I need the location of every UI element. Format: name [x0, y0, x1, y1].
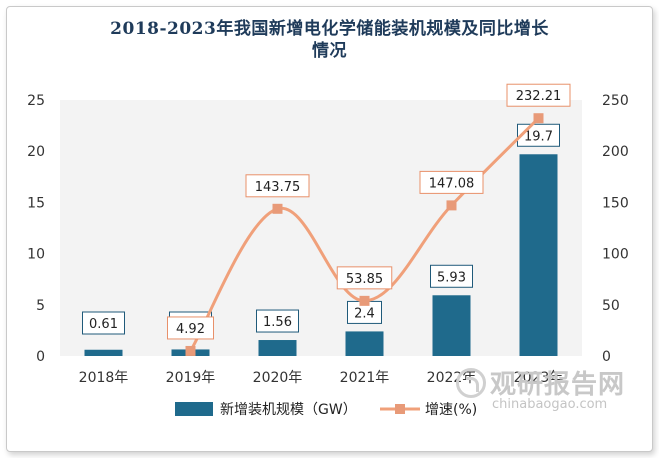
- chart-title: 2018-2023年我国新增电化学储能装机规模及同比增长: [110, 19, 549, 39]
- line-marker: [359, 295, 370, 306]
- bar-value-label: 2.4: [354, 306, 375, 321]
- bar: [345, 331, 384, 356]
- legend: 新增装机规模（GW） 增速(%): [175, 402, 477, 418]
- right-tick-label: 150: [602, 195, 629, 211]
- bar-label-box: [256, 309, 299, 333]
- watermark-text: 观研报告网: [490, 370, 626, 400]
- left-tick-label: 5: [36, 298, 45, 314]
- legend-bar-swatch: [175, 402, 213, 416]
- right-tick-label: 250: [602, 93, 629, 109]
- line-marker: [185, 345, 196, 356]
- line-value-label: 143.75: [255, 180, 301, 195]
- left-tick-label: 20: [27, 144, 45, 160]
- left-tick-label: 15: [27, 195, 45, 211]
- line-marker: [272, 203, 283, 214]
- x-tick-label: 2020年: [253, 370, 303, 386]
- legend-bar-label: 新增装机规模（GW）: [220, 402, 357, 418]
- x-axis: 2018年 2019年 2020年 2021年 2022年 2023年: [79, 370, 564, 386]
- line-marker: [533, 113, 544, 124]
- bar-value-label: 0.61: [89, 317, 118, 332]
- right-tick-label: 0: [602, 349, 611, 365]
- legend-line-marker: [395, 404, 405, 414]
- bar: [258, 340, 297, 356]
- line-label-box: [419, 170, 484, 194]
- left-tick-label: 0: [36, 349, 45, 365]
- x-tick-label: 2023年: [514, 370, 564, 386]
- line-value-label: 53.85: [346, 272, 383, 287]
- right-tick-label: 100: [602, 247, 629, 263]
- x-tick-label: 2021年: [340, 370, 390, 386]
- bar-value-label: 19.7: [524, 129, 553, 144]
- watermark-url: chinabaogao.com: [492, 397, 608, 412]
- bar-label-box: [430, 264, 473, 288]
- line-label-box: [506, 83, 571, 107]
- right-axis: 0 50 100 150 200 250: [602, 93, 629, 365]
- line-value-label: 232.21: [516, 89, 562, 104]
- line-value-label: 147.08: [429, 176, 475, 191]
- bar: [84, 349, 123, 356]
- left-axis: 0 5 10 15 20 25: [27, 93, 45, 365]
- left-tick-label: 10: [27, 247, 45, 263]
- line-value-label: 4.92: [176, 322, 205, 337]
- bar: [432, 295, 471, 356]
- bar: [519, 154, 558, 356]
- right-tick-label: 200: [602, 144, 629, 160]
- line-label-box: [245, 174, 310, 198]
- legend-line-label: 增速(%): [425, 402, 477, 418]
- line-series: 4.92 143.75 53.85 147.08 232.21: [167, 83, 571, 356]
- line-marker: [446, 200, 457, 211]
- bar-value-label: 1.56: [263, 315, 292, 330]
- line-label-box: [336, 266, 393, 290]
- right-tick-label: 50: [602, 298, 620, 314]
- watermark-logo-icon: [456, 368, 486, 398]
- left-tick-label: 25: [27, 93, 45, 109]
- plot-background: [60, 100, 582, 356]
- chart-title-line2: 情况: [312, 41, 347, 61]
- x-tick-label: 2018年: [79, 370, 129, 386]
- bar-value-label: 5.93: [437, 270, 466, 285]
- x-tick-label: 2019年: [166, 370, 216, 386]
- bar-label-box: [82, 311, 125, 335]
- line-label-box: [167, 316, 214, 340]
